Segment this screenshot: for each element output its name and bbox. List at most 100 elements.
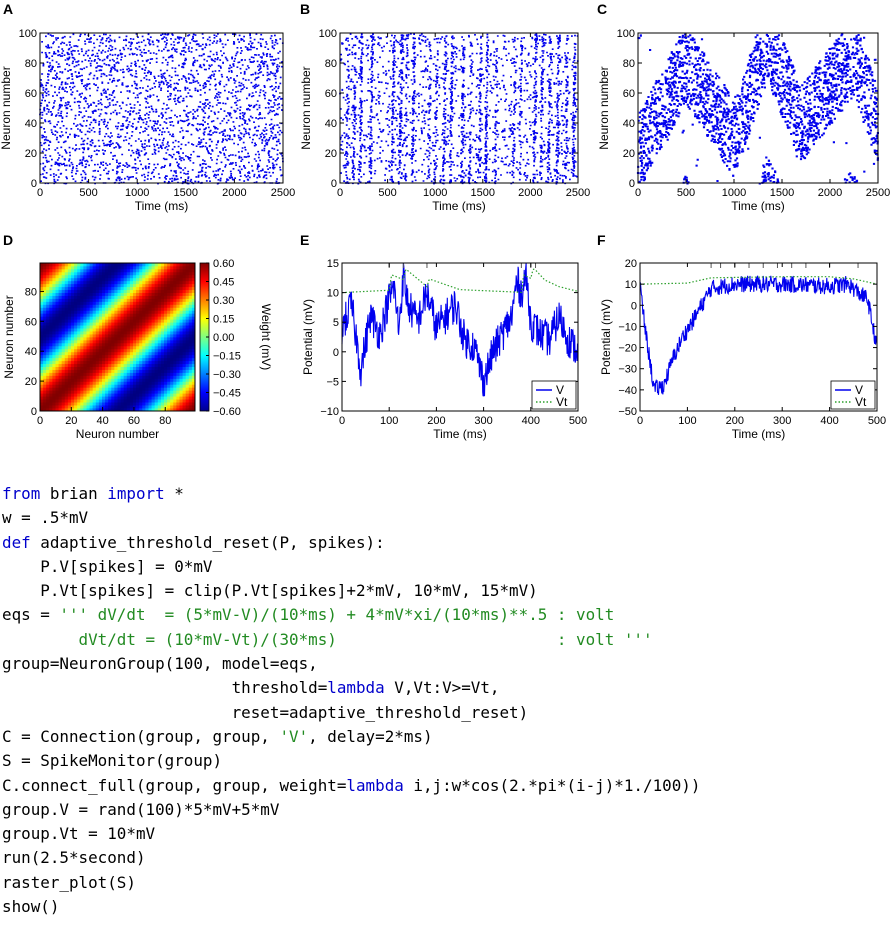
heatmap-cell (142, 325, 146, 329)
heatmap-cell (64, 304, 69, 308)
heatmap-cell (136, 304, 140, 308)
heatmap-cell (43, 390, 47, 394)
heatmap-cell (52, 363, 56, 367)
heatmap-cell (86, 271, 90, 276)
heatmap-cell (170, 405, 174, 409)
heatmap-cell (176, 372, 180, 376)
heatmap-cell (49, 405, 53, 409)
heatmap-cell (52, 301, 56, 305)
code-line: run(2.5*second) (2, 848, 146, 867)
heatmap-cell (139, 331, 143, 335)
heatmap-cell (49, 375, 53, 379)
heatmap-cell (86, 292, 90, 296)
heatmap-cell (123, 263, 128, 267)
heatmap-cell (40, 277, 44, 282)
heatmap-cell (188, 286, 193, 291)
code-token: w = .5*mV (2, 508, 89, 528)
heatmap-cell (67, 307, 72, 311)
heatmap-cell (40, 378, 44, 382)
x-tick-label: 1500 (471, 187, 495, 199)
heatmap-cell (40, 357, 44, 362)
heatmap-cell (188, 274, 193, 279)
heatmap-cell (176, 399, 180, 403)
heatmap-cell (49, 342, 53, 347)
heatmap-cell (111, 408, 115, 412)
heatmap-cell (102, 384, 106, 388)
heatmap-cell (111, 328, 115, 332)
heatmap-cell (71, 354, 75, 359)
heatmap-cell (160, 366, 165, 370)
heatmap-cell (95, 339, 100, 344)
panel-label-d: D (3, 232, 13, 248)
heatmap-cell (133, 405, 137, 409)
heatmap-cell (105, 369, 109, 373)
heatmap-cell (92, 387, 97, 391)
heatmap-cell (58, 265, 63, 270)
heatmap-cell (108, 263, 112, 267)
heatmap-cell (151, 322, 156, 326)
heatmap-cell (92, 381, 97, 385)
heatmap-cell (154, 342, 159, 347)
code-line: w = .5*mV (2, 508, 88, 527)
heatmap-cell (102, 292, 106, 296)
heatmap-cell (86, 304, 90, 308)
heatmap-cell (148, 354, 152, 359)
heatmap-cell (102, 402, 106, 406)
heatmap-cell (173, 263, 177, 267)
heatmap-cell (117, 345, 121, 350)
heatmap-cell (126, 277, 131, 282)
heatmap-cell (46, 265, 50, 270)
heatmap-cell (77, 375, 81, 379)
heatmap-cell (139, 319, 143, 323)
heatmap-cell (61, 268, 66, 273)
heatmap-cell (77, 366, 81, 370)
heatmap-cell (108, 304, 112, 308)
heatmap-cell (126, 345, 131, 350)
heatmap-cell (58, 304, 63, 308)
heatmap-cell (71, 337, 75, 341)
heatmap-cell (43, 366, 47, 370)
heatmap-cell (142, 354, 146, 359)
heatmap-cell (139, 363, 143, 367)
heatmap-cell (74, 301, 78, 305)
heatmap-cell (151, 378, 156, 382)
heatmap-cell (83, 339, 87, 344)
heatmap-cell (136, 265, 140, 270)
y-axis-label: Neuron number (299, 66, 313, 149)
heatmap-cell (49, 345, 53, 350)
heatmap-cell (80, 280, 84, 285)
heatmap-cell (95, 295, 100, 299)
heatmap-cell (136, 313, 140, 317)
y-tick-label: 0 (631, 300, 637, 312)
heatmap-cell (77, 334, 81, 338)
heatmap-cell (55, 313, 59, 317)
heatmap-cell (145, 381, 149, 385)
heatmap-cell (133, 316, 137, 320)
heatmap-cell (74, 334, 78, 338)
heatmap-cell (133, 390, 137, 394)
heatmap-cell (64, 372, 69, 376)
heatmap-cell (46, 322, 50, 326)
heatmap-cell (170, 354, 174, 359)
heatmap-cell (123, 387, 128, 391)
heatmap-cell (164, 372, 168, 376)
heatmap-cell (46, 402, 50, 406)
heatmap-cell (46, 271, 50, 276)
heatmap-cell (74, 271, 78, 276)
heatmap-cell (173, 331, 177, 335)
heatmap-cell (136, 310, 140, 314)
heatmap-cell (55, 408, 59, 412)
heatmap-cell (111, 265, 115, 270)
heatmap-cell (83, 337, 87, 341)
heatmap-cell (120, 313, 125, 317)
heatmap-cell (157, 304, 162, 308)
heatmap-cell (123, 369, 128, 373)
heatmap-cell (117, 295, 121, 299)
heatmap-cell (185, 357, 190, 362)
heatmap-cell (77, 342, 81, 347)
heatmap-cell (98, 304, 103, 308)
code-line: P.V[spikes] = 0*mV (2, 557, 212, 576)
heatmap-cell (108, 381, 112, 385)
heatmap-cell (179, 280, 183, 285)
heatmap-cell (120, 405, 125, 409)
